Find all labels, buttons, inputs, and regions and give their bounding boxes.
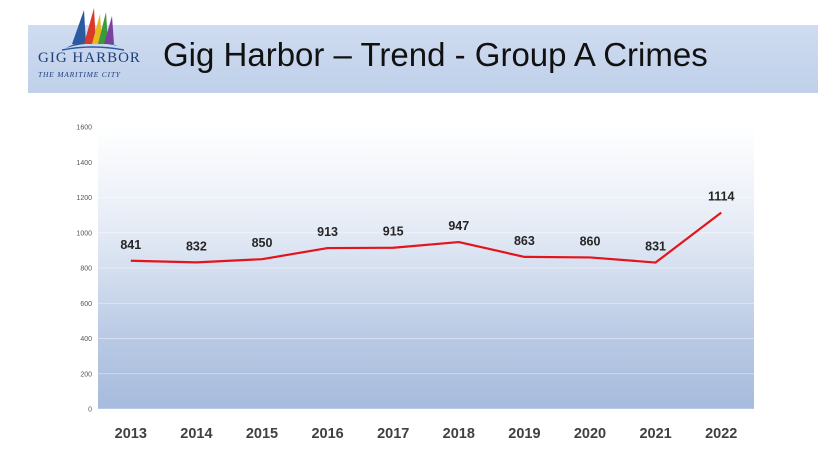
y-axis-ticks: 0 200 400 600 800 1000 1200 1400 1600 [76, 125, 92, 414]
y-tick-label-200: 200 [80, 371, 92, 378]
y-tick-label-1400: 1400 [76, 160, 92, 167]
x-tick-label-2020: 2020 [574, 426, 606, 442]
x-tick-label-2017: 2017 [377, 426, 409, 442]
page-title: Gig Harbor – Trend - Group A Crimes [163, 36, 708, 73]
series-group [130, 211, 722, 264]
y-tick-label-0: 0 [88, 407, 92, 414]
x-tick-label-2015: 2015 [246, 426, 278, 442]
data-label-2015: 850 [252, 236, 273, 250]
grid-lines [98, 126, 754, 410]
data-labels: 841 832 850 913 915 947 863 860 831 1114 [120, 190, 734, 254]
header-band [28, 25, 818, 93]
gig-harbor-logo: GIG HARBOR THE MARITIME CITY [32, 4, 150, 88]
data-label-2014: 832 [186, 239, 207, 253]
data-label-2022: 1114 [708, 190, 734, 204]
x-tick-label-2016: 2016 [311, 426, 343, 442]
data-label-2021: 831 [645, 240, 666, 254]
x-tick-label-2013: 2013 [115, 426, 147, 442]
logo-wordmark: GIG HARBOR [38, 50, 141, 66]
x-tick-label-2019: 2019 [508, 426, 540, 442]
data-label-2018: 947 [448, 219, 469, 233]
data-label-2019: 863 [514, 234, 535, 248]
y-tick-label-600: 600 [80, 301, 92, 308]
data-label-2013: 841 [120, 238, 141, 252]
y-tick-label-1000: 1000 [76, 230, 92, 237]
y-tick-label-400: 400 [80, 336, 92, 343]
y-tick-label-1200: 1200 [76, 195, 92, 202]
x-tick-label-2014: 2014 [180, 426, 212, 442]
x-axis-ticks: 2013 2014 2015 2016 2017 2018 2019 2020 2021 2022 [115, 426, 738, 442]
x-tick-label-2021: 2021 [639, 426, 671, 442]
x-tick-label-2022: 2022 [705, 426, 737, 442]
logo-tagline: THE MARITIME CITY [38, 70, 121, 79]
series-line-0 [130, 211, 722, 264]
x-tick-label-2018: 2018 [443, 426, 475, 442]
data-label-2020: 860 [580, 234, 601, 248]
y-tick-label-800: 800 [80, 266, 92, 273]
data-label-2016: 913 [317, 225, 338, 239]
sailboat-logo-icon [61, 8, 125, 51]
data-label-2017: 915 [383, 225, 404, 239]
y-tick-label-1600: 1600 [76, 125, 92, 132]
